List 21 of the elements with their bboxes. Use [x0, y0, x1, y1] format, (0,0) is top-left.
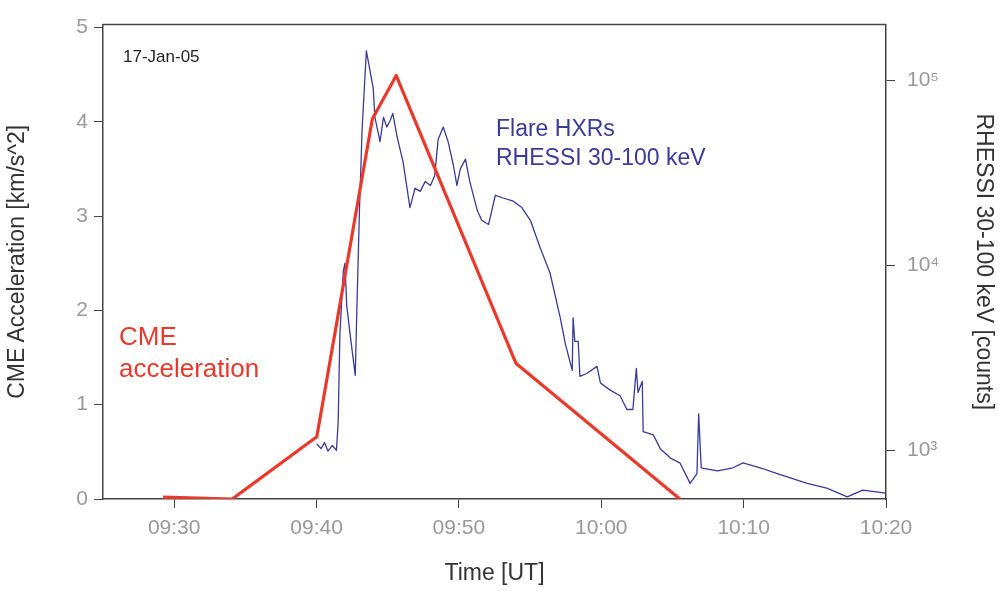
y-tick-label: 0	[76, 485, 88, 509]
y-tick-label: 3	[76, 202, 88, 226]
y-tick-label: 1	[76, 391, 88, 415]
x-tick-label: 10:20	[859, 515, 913, 539]
series-label: Flare HXRs RHESSI 30-100 keV	[496, 115, 707, 171]
y2-axis-title: RHESSI 30-100 keV [counts]	[971, 113, 998, 411]
y-axis-title: CME Acceleration [km/s^2]	[3, 124, 30, 399]
y-tick-label: 2	[76, 297, 88, 321]
x-tick-label: 09:40	[290, 515, 343, 539]
y2-tick-label: 10³	[907, 437, 938, 461]
y2-tick-label: 10⁵	[907, 67, 940, 91]
x-tick-label: 09:50	[432, 515, 486, 539]
annotation: 17-Jan-05	[123, 46, 200, 66]
x-tick-label: 09:30	[147, 515, 201, 539]
x-axis-title: Time [UT]	[444, 558, 545, 585]
y-tick-label: 4	[76, 108, 89, 132]
x-tick-label: 10:10	[717, 515, 770, 539]
y-tick-label: 5	[76, 14, 88, 38]
text: CME acceleration	[119, 320, 260, 383]
x-tick-label: 10:00	[575, 515, 628, 539]
y2-tick-label: 10⁴	[907, 252, 940, 276]
